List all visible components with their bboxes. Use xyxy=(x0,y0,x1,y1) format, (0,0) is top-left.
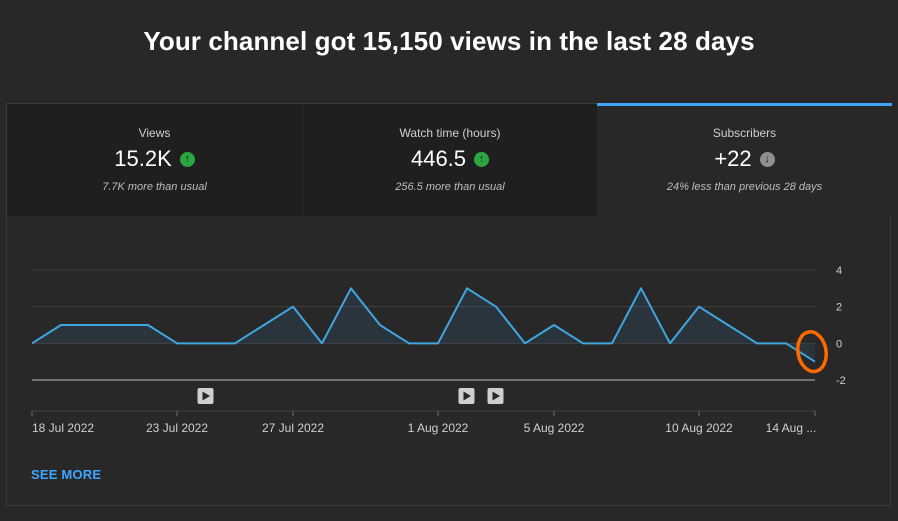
data-point[interactable] xyxy=(522,340,528,346)
x-tick-label: 10 Aug 2022 xyxy=(665,421,733,435)
data-point[interactable] xyxy=(783,340,789,346)
x-tick-label: 18 Jul 2022 xyxy=(32,421,94,435)
trend-up-icon: ↑ xyxy=(179,151,195,167)
tab-value: 15.2K xyxy=(114,146,172,171)
tab-label: Views xyxy=(138,126,171,140)
data-point[interactable] xyxy=(609,340,615,346)
data-point[interactable] xyxy=(551,322,557,328)
play-triangle-icon xyxy=(463,391,471,401)
data-point[interactable] xyxy=(493,304,499,310)
data-point[interactable] xyxy=(667,340,673,346)
tab-watch-time[interactable]: Watch time (hours) 446.5 ↑ 256.5 more th… xyxy=(302,104,597,216)
data-point[interactable] xyxy=(203,340,209,346)
data-point[interactable] xyxy=(348,285,354,291)
tab-subtitle: 7.7K more than usual xyxy=(102,181,207,193)
x-tick-label: 14 Aug ... xyxy=(766,421,817,435)
area-fill xyxy=(32,288,815,362)
tab-label: Subscribers xyxy=(712,126,777,140)
data-point[interactable] xyxy=(174,340,180,346)
y-tick-label: -2 xyxy=(836,375,846,387)
tab-value: 446.5 xyxy=(410,146,467,171)
data-point[interactable] xyxy=(58,322,64,328)
data-point[interactable] xyxy=(435,340,441,346)
metric-tabs: Views 15.2K ↑ 7.7K more than usual Watch… xyxy=(7,103,892,216)
see-more-link[interactable]: SEE MORE xyxy=(31,467,102,482)
x-tick-label: 1 Aug 2022 xyxy=(408,421,469,435)
analytics-card: Views 15.2K ↑ 7.7K more than usual Watch… xyxy=(6,103,892,506)
page-headline: Your channel got 15,150 views in the las… xyxy=(143,26,755,56)
data-point[interactable] xyxy=(812,359,818,365)
x-tick-label: 5 Aug 2022 xyxy=(524,421,585,435)
tab-value: +22 xyxy=(714,146,752,171)
trend-down-icon: ↓ xyxy=(759,151,775,167)
tab-subscribers[interactable]: Subscribers +22 ↓ 24% less than previous… xyxy=(597,103,892,216)
play-triangle-icon xyxy=(202,391,210,401)
play-triangle-icon xyxy=(492,391,500,401)
data-point[interactable] xyxy=(377,322,383,328)
data-point[interactable] xyxy=(725,322,731,328)
data-point[interactable] xyxy=(29,340,35,346)
data-point[interactable] xyxy=(319,340,325,346)
data-point[interactable] xyxy=(580,340,586,346)
y-tick-label: 4 xyxy=(836,265,842,277)
trend-up-icon: ↑ xyxy=(474,151,490,167)
data-point[interactable] xyxy=(261,322,267,328)
tab-subtitle: 256.5 more than usual xyxy=(395,181,505,193)
y-tick-label: 0 xyxy=(836,338,842,350)
x-tick-label: 27 Jul 2022 xyxy=(262,421,324,435)
tab-label: Watch time (hours) xyxy=(399,126,501,140)
y-tick-label: 2 xyxy=(836,302,842,314)
data-point[interactable] xyxy=(145,322,151,328)
data-point[interactable] xyxy=(87,322,93,328)
x-tick-label: 23 Jul 2022 xyxy=(146,421,208,435)
data-point[interactable] xyxy=(464,285,470,291)
series-line xyxy=(31,287,816,363)
data-point[interactable] xyxy=(116,322,122,328)
tab-views[interactable]: Views 15.2K ↑ 7.7K more than usual xyxy=(7,104,302,216)
data-point[interactable] xyxy=(638,285,644,291)
data-point[interactable] xyxy=(232,340,238,346)
annotation-circle xyxy=(796,330,828,374)
data-point[interactable] xyxy=(696,304,702,310)
data-point[interactable] xyxy=(290,304,296,310)
data-point[interactable] xyxy=(754,340,760,346)
tab-subtitle: 24% less than previous 28 days xyxy=(666,181,823,193)
data-point[interactable] xyxy=(406,340,412,346)
